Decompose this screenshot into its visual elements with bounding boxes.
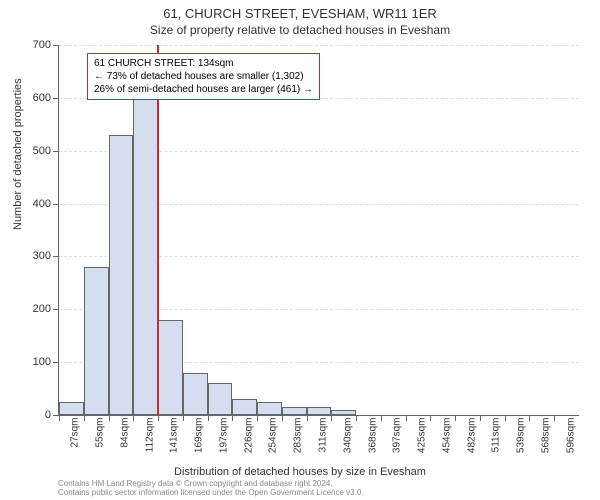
x-tick [406, 415, 407, 421]
x-tick-label: 226sqm [243, 418, 254, 454]
y-tick-label: 600 [21, 92, 51, 104]
y-tick [53, 204, 59, 205]
x-tick [232, 415, 233, 421]
annotation-box: 61 CHURCH STREET: 134sqm← 73% of detache… [87, 53, 320, 100]
y-tick-label: 400 [21, 198, 51, 210]
x-tick [331, 415, 332, 421]
x-tick-label: 568sqm [540, 418, 551, 454]
x-tick-label: 397sqm [392, 418, 403, 454]
annotation-line: 61 CHURCH STREET: 134sqm [94, 57, 313, 70]
histogram-bar [282, 407, 307, 415]
x-tick-label: 596sqm [565, 418, 576, 454]
x-axis-title: Distribution of detached houses by size … [0, 466, 600, 478]
y-tick [53, 362, 59, 363]
x-tick [307, 415, 308, 421]
x-tick-label: 454sqm [441, 418, 452, 454]
histogram-bar [133, 87, 158, 415]
x-tick [505, 415, 506, 421]
x-tick [455, 415, 456, 421]
x-tick [208, 415, 209, 421]
x-tick [430, 415, 431, 421]
y-tick [53, 309, 59, 310]
histogram-bar [232, 399, 257, 415]
x-tick [257, 415, 258, 421]
histogram-bar [331, 410, 356, 415]
footer-text: Contains HM Land Registry data © Crown c… [58, 479, 364, 498]
x-tick [183, 415, 184, 421]
y-tick-label: 0 [21, 409, 51, 421]
x-tick [529, 415, 530, 421]
x-tick [356, 415, 357, 421]
footer-line-2: Contains public sector information licen… [58, 488, 364, 498]
footer-line-1: Contains HM Land Registry data © Crown c… [58, 479, 364, 489]
x-tick-label: 482sqm [466, 418, 477, 454]
page-subtitle: Size of property relative to detached ho… [0, 21, 600, 37]
histogram-bar [109, 135, 134, 415]
x-tick [158, 415, 159, 421]
x-tick-label: 254sqm [268, 418, 279, 454]
annotation-line: ← 73% of detached houses are smaller (1,… [94, 70, 313, 83]
plot-area: 010020030040050060070027sqm55sqm84sqm112… [58, 45, 579, 416]
x-tick [480, 415, 481, 421]
x-tick-label: 84sqm [119, 418, 130, 448]
y-tick-label: 700 [21, 39, 51, 51]
x-tick [282, 415, 283, 421]
chart-area: 010020030040050060070027sqm55sqm84sqm112… [58, 45, 578, 415]
x-tick [133, 415, 134, 421]
x-tick-label: 283sqm [293, 418, 304, 454]
x-tick-label: 425sqm [417, 418, 428, 454]
property-marker-line [157, 45, 159, 415]
histogram-bar [307, 407, 332, 415]
y-tick [53, 98, 59, 99]
x-tick-label: 197sqm [218, 418, 229, 454]
page-title: 61, CHURCH STREET, EVESHAM, WR11 1ER [0, 0, 600, 21]
y-tick-label: 300 [21, 250, 51, 262]
y-tick-label: 200 [21, 303, 51, 315]
histogram-bar [183, 373, 208, 415]
x-tick [59, 415, 60, 421]
y-tick [53, 45, 59, 46]
x-tick-label: 311sqm [317, 418, 328, 453]
x-tick [381, 415, 382, 421]
y-tick-label: 500 [21, 145, 51, 157]
y-tick-label: 100 [21, 356, 51, 368]
histogram-bar [208, 383, 233, 415]
x-tick [84, 415, 85, 421]
annotation-line: 26% of semi-detached houses are larger (… [94, 83, 313, 96]
x-tick-label: 340sqm [342, 418, 353, 454]
x-tick-label: 141sqm [169, 418, 180, 454]
histogram-bar [257, 402, 282, 415]
y-tick [53, 256, 59, 257]
grid-line [59, 45, 579, 46]
x-tick-label: 511sqm [491, 418, 502, 453]
x-tick-label: 169sqm [194, 418, 205, 454]
histogram-bar [59, 402, 84, 415]
x-tick-label: 368sqm [367, 418, 378, 454]
x-tick-label: 55sqm [95, 418, 106, 448]
x-tick [109, 415, 110, 421]
histogram-bar [158, 320, 183, 415]
histogram-bar [84, 267, 109, 415]
x-tick-label: 112sqm [144, 418, 155, 453]
y-tick [53, 151, 59, 152]
x-tick-label: 539sqm [516, 418, 527, 454]
x-tick-label: 27sqm [70, 418, 81, 448]
x-tick [554, 415, 555, 421]
